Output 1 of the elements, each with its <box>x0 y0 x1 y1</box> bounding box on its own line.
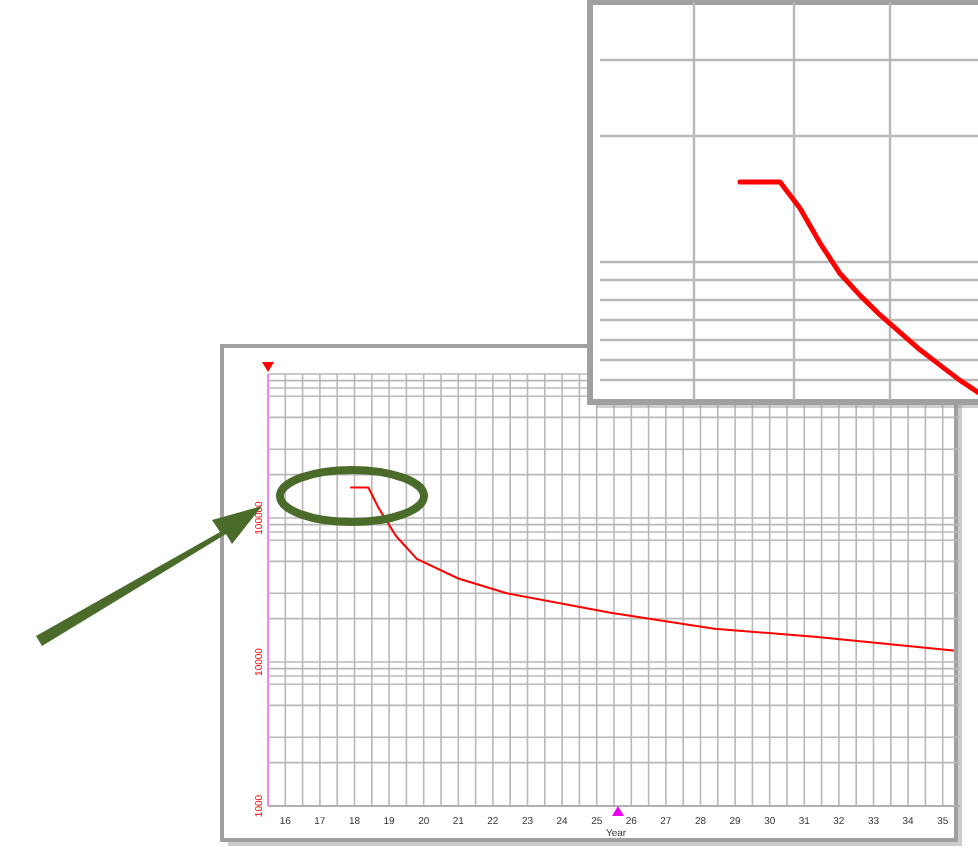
line-series <box>350 486 955 652</box>
